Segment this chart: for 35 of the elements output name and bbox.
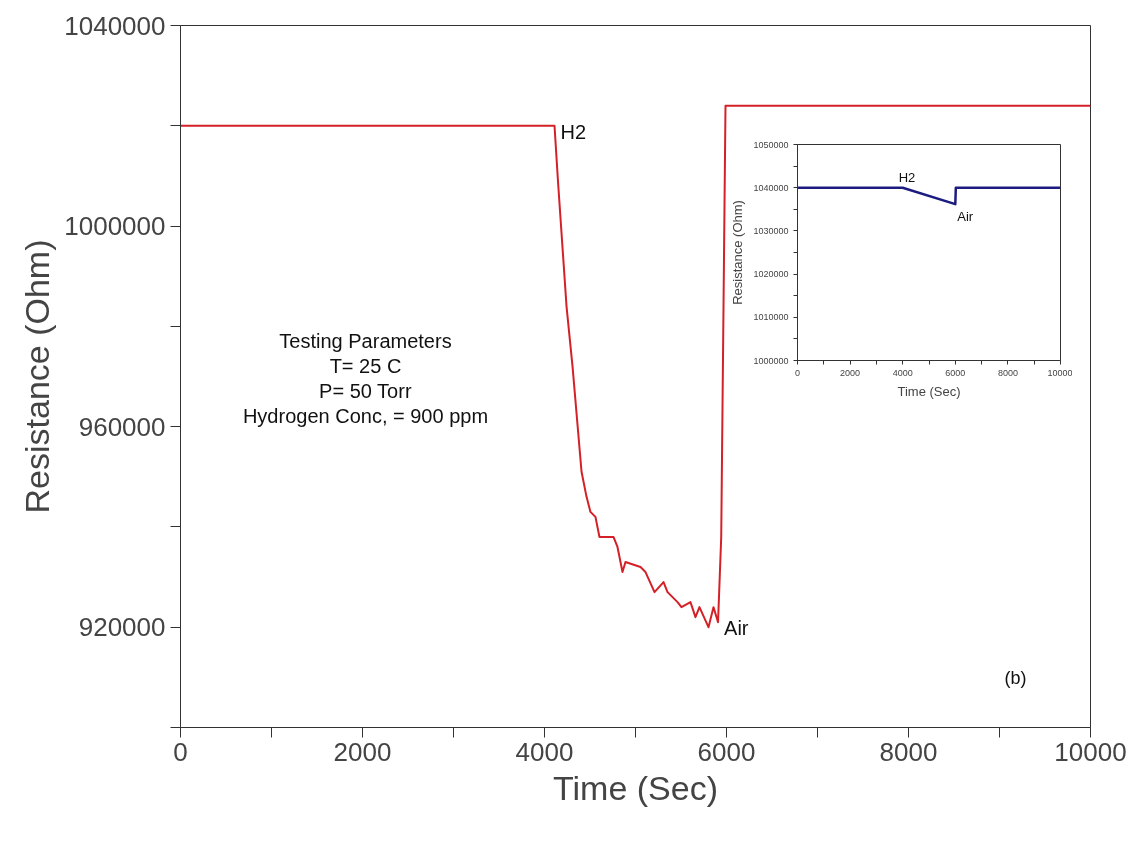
x-tick-label: 4000 [892,367,913,378]
x-axis-title: Time (Sec) [897,383,961,399]
x-tick-label: 8000 [997,367,1018,378]
y-tick-label: 1030000 [753,225,789,236]
annotation: Testing Parameters [279,329,452,352]
x-tick-label: 10000 [1047,367,1073,378]
y-tick-label: 920000 [78,612,166,643]
y-tick-label: 1000000 [753,355,789,366]
annotation: Hydrogen Conc, = 900 ppm [242,404,489,427]
y-tick-label: 1000000 [64,211,166,242]
annotation: P= 50 Torr [319,379,412,402]
annotation: T= 25 C [329,354,402,377]
x-tick-label: 2000 [333,736,392,767]
x-tick-label: 0 [795,367,801,378]
x-tick-label: 0 [173,736,188,767]
x-tick-label: 10000 [1054,736,1127,767]
x-tick-label: 2000 [840,367,861,378]
x-tick-label: 8000 [879,736,938,767]
y-tick-label: 1040000 [64,10,166,41]
y-tick-label: 1050000 [753,139,789,150]
annotation: H2 [560,120,587,143]
y-axis-title: Resistance (Ohm) [730,200,746,305]
annotation: H2 [898,170,916,186]
annotation: Air [724,617,749,640]
annotation: Air [957,208,974,224]
y-tick-label: 1020000 [753,269,789,280]
y-tick-label: 1040000 [753,182,789,193]
y-axis-title: Resistance (Ohm) [18,239,57,514]
x-tick-label: 4000 [515,736,574,767]
x-tick-label: 6000 [945,367,966,378]
x-axis-title: Time (Sec) [553,768,718,807]
y-tick-label: 960000 [78,411,166,442]
annotation: (b) [1004,667,1027,688]
y-tick-label: 1010000 [753,312,789,323]
x-tick-label: 6000 [697,736,756,767]
